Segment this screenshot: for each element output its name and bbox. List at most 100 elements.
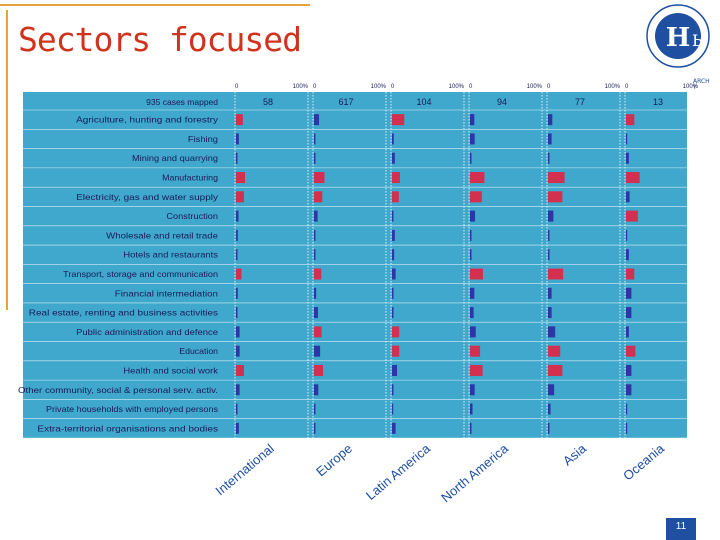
bar [626, 403, 628, 415]
category-label: Agriculture, hunting and forestry [76, 115, 219, 125]
scale-tick-100: 100% [449, 84, 465, 90]
bar [626, 133, 628, 145]
bar [626, 229, 628, 241]
bar [236, 384, 240, 396]
bar [470, 172, 485, 184]
bar [236, 172, 245, 184]
left-accent-line [6, 10, 8, 310]
scale-tick-0: 0 [469, 84, 473, 90]
category-label: Real estate, renting and business activi… [29, 308, 218, 318]
bar [548, 268, 564, 280]
bar [314, 326, 322, 338]
bar [392, 422, 396, 434]
bar [548, 307, 552, 319]
panel-count: 13 [653, 97, 663, 107]
panel-count: 104 [416, 97, 431, 107]
bar [314, 210, 318, 222]
bar [470, 249, 472, 261]
bar [626, 172, 640, 184]
bar [392, 191, 399, 203]
bar [236, 152, 238, 164]
category-label: Health and social work [123, 365, 218, 375]
bar [236, 326, 240, 338]
category-label: Wholesale and retail trade [106, 230, 218, 240]
bar [314, 172, 325, 184]
bar [626, 384, 632, 396]
bar [236, 210, 239, 222]
bar [548, 384, 555, 396]
category-label: Financial intermediation [115, 288, 218, 298]
region-label: North America [438, 440, 511, 505]
scale-tick-0: 0 [391, 84, 395, 90]
university-logo: Н Ь [646, 4, 710, 68]
bar [626, 249, 629, 261]
scale-tick-100: 100% [527, 84, 543, 90]
bar [392, 229, 395, 241]
bar [626, 364, 632, 376]
bar [392, 114, 405, 126]
slide-title: Sectors focused [18, 20, 302, 59]
bar [392, 287, 394, 299]
bar [548, 345, 561, 357]
bar [236, 268, 242, 280]
bar [626, 191, 630, 203]
bar [236, 287, 238, 299]
title-accent-line [0, 4, 310, 6]
bar [236, 229, 238, 241]
bar [470, 114, 475, 126]
bar [470, 268, 483, 280]
bar [392, 326, 400, 338]
scale-tick-0: 0 [625, 84, 629, 90]
category-label: Construction [166, 211, 218, 221]
region-label: Europe [313, 441, 355, 479]
logo-text-fragment: ARCH Y [693, 78, 710, 91]
bar [236, 191, 244, 203]
category-label: Manufacturing [162, 173, 218, 183]
bar [392, 364, 398, 376]
category-label: Hotels and restaurants [123, 250, 218, 260]
scale-tick-100: 100% [371, 84, 387, 90]
bar [314, 287, 317, 299]
panel-count: 617 [338, 97, 353, 107]
bar [470, 133, 475, 145]
bar [392, 268, 396, 280]
scale-tick-0: 0 [313, 84, 317, 90]
header-label: 935 cases mapped [146, 97, 218, 107]
bar [548, 403, 551, 415]
category-label: Other community, social & personal serv.… [18, 385, 218, 395]
bar [626, 422, 628, 434]
category-label: Fishing [188, 134, 218, 144]
bar [470, 422, 472, 434]
region-label: International [212, 441, 277, 499]
bar [548, 229, 550, 241]
bar [392, 133, 394, 145]
bar [470, 384, 475, 396]
bar [314, 268, 322, 280]
bar [392, 345, 400, 357]
bar [470, 152, 472, 164]
bar [548, 133, 552, 145]
bar [548, 249, 550, 261]
bar [470, 307, 474, 319]
category-label: Electricity, gas and water supply [76, 192, 219, 202]
bar [392, 384, 394, 396]
bar [626, 307, 632, 319]
category-label: Transport, storage and communication [63, 269, 218, 279]
bar [314, 191, 323, 203]
bar [470, 403, 473, 415]
category-label: Private households with employed persons [46, 404, 218, 414]
bar [548, 152, 550, 164]
bar [314, 229, 316, 241]
bar [236, 422, 239, 434]
scale-tick-100: 100% [605, 84, 621, 90]
bar [470, 287, 475, 299]
category-label: Education [179, 346, 218, 356]
bar [236, 403, 238, 415]
bar [626, 268, 635, 280]
bar [314, 345, 321, 357]
panel-count: 77 [575, 97, 585, 107]
bar [314, 307, 318, 319]
bar [392, 152, 395, 164]
bar [314, 422, 316, 434]
